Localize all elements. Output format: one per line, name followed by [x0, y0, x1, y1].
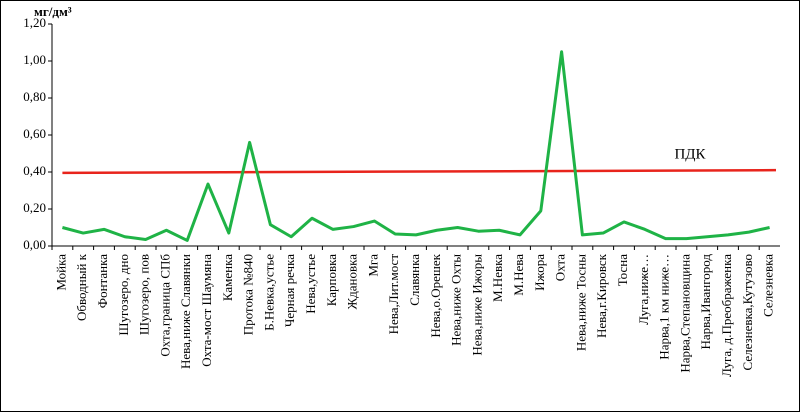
- x-tick-label: Черная речка: [282, 254, 297, 327]
- x-tick-label: Карповка: [324, 254, 339, 306]
- y-tick-label: 0,40: [23, 163, 46, 178]
- x-tick-label: Б.Невка,устье: [261, 254, 276, 331]
- y-tick-label: 0,00: [23, 237, 46, 252]
- x-tick-label: Ждановка: [345, 254, 360, 310]
- x-tick-label: Мойка: [53, 254, 68, 291]
- data-line: [62, 50, 770, 242]
- x-tick-label: Протока №840: [241, 254, 256, 335]
- x-tick-label: Нарва,Ивангород: [698, 254, 713, 350]
- y-tick-label: 1,20: [23, 15, 46, 30]
- x-tick-label: Охта: [553, 254, 568, 281]
- x-tick-label: Фонтанка: [95, 254, 110, 308]
- x-tick-label: Шугозеро, дно: [116, 254, 131, 336]
- threshold-line: [62, 168, 777, 175]
- x-tick-label: Шугозеро, пов: [137, 254, 152, 335]
- x-tick-label: Нева,ниже Славянки: [178, 254, 193, 369]
- x-tick-label: Обводный к: [74, 253, 89, 321]
- x-tick-label: Нева,ниже Ижоры: [469, 254, 484, 356]
- x-tick-label: М.Нева: [511, 254, 526, 296]
- y-tick-label: 0,20: [23, 200, 46, 215]
- x-tick-label: Нарва,1 км ниже…: [657, 254, 672, 360]
- x-tick-label: Тосна: [615, 254, 630, 287]
- x-tick-label: М.Невка: [490, 254, 505, 302]
- x-tick-label: Селезневка: [761, 254, 776, 317]
- x-tick-label: Мга: [365, 254, 380, 277]
- x-tick-label: Ижора: [532, 254, 547, 291]
- x-tick-label: Каменка: [220, 254, 235, 301]
- x-tick-label: Охта-мост Шаумяна: [199, 254, 214, 367]
- y-tick-label: 0,80: [23, 89, 46, 104]
- y-tick-label: 0,60: [23, 126, 46, 141]
- x-tick-label: Луга,ниже…: [636, 254, 651, 325]
- x-tick-label: Нарва,Степановщина: [677, 254, 692, 373]
- x-tick-label: Селезневка,Кутузово: [740, 254, 755, 370]
- x-tick-label: Нева,ниже Охты: [449, 254, 464, 346]
- y-unit: мг/дм³: [34, 4, 72, 19]
- y-tick-label: 1,00: [23, 52, 46, 67]
- x-tick-label: Нева,ниже Тосны: [573, 254, 588, 351]
- x-tick-label: Луга, д.Преображенка: [719, 254, 734, 377]
- x-tick-label: Охта,граница СПб: [157, 254, 172, 357]
- threshold-label: ПДК: [674, 147, 706, 163]
- x-tick-label: Нева,г.Кировск: [594, 253, 609, 338]
- x-tick-label: Нева,устье: [303, 254, 318, 314]
- x-tick-label: Нева,о.Орешек: [428, 253, 443, 337]
- x-tick-label: Нева,Лит.мост: [386, 254, 401, 335]
- x-tick-label: Славянка: [407, 254, 422, 306]
